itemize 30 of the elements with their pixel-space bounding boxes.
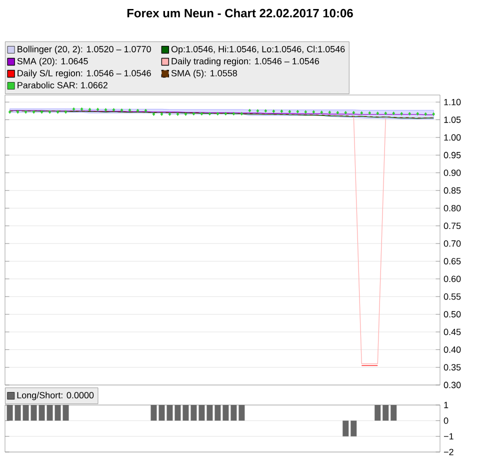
y-tick-label: 1 [444,402,448,408]
y-tick-label: −2 [444,448,454,455]
y-tick-label: 0.55 [444,293,461,300]
legend-label: Long/Short: 0.0000 [17,392,94,400]
y-tick-label: 0.70 [444,240,461,246]
chart-title: Forex um Neun - Chart 22.02.2017 10:06 [127,8,353,18]
legend-label: Op:1.0546, Hi:1.0546, Lo:1.0546, Cl:1.0546 [171,45,345,54]
legend-label: Daily trading region: 1.0546 – 1.0546 [172,58,320,66]
legend-label: SMA (20): 1.0645 [17,58,88,66]
y-tick-label: 0.30 [444,382,461,388]
y-tick-label: 0.60 [444,275,461,282]
y-tick-label: 0 [444,417,448,424]
y-tick-label: 0.40 [444,346,461,353]
legend-label: Daily S/L region: 1.0546 – 1.0546 [18,70,151,78]
legend-label: Bollinger (20, 2): 1.0520 – 1.0770 [18,45,151,54]
y-tick-label: −1 [444,433,454,440]
y-tick-label: 0.90 [444,169,461,176]
y-tick-label: 0.80 [444,204,461,212]
y-tick-label: 1.10 [444,98,461,106]
y-tick-label: 0.65 [444,258,461,264]
y-tick-label: 0.95 [444,152,461,158]
y-tick-label: 0.35 [444,364,461,370]
y-tick-label: 0.45 [444,328,461,335]
y-tick-label: 0.85 [444,187,461,194]
legend-label: Parabolic SAR: 1.0662 [18,82,108,88]
y-tick-label: 1.05 [444,116,461,123]
y-tick-label: 0.50 [444,310,461,318]
legend-label: SMA (5): 1.0558 [171,70,237,78]
y-tick-label: 0.75 [444,222,461,229]
y-tick-label: 1.00 [444,134,461,140]
